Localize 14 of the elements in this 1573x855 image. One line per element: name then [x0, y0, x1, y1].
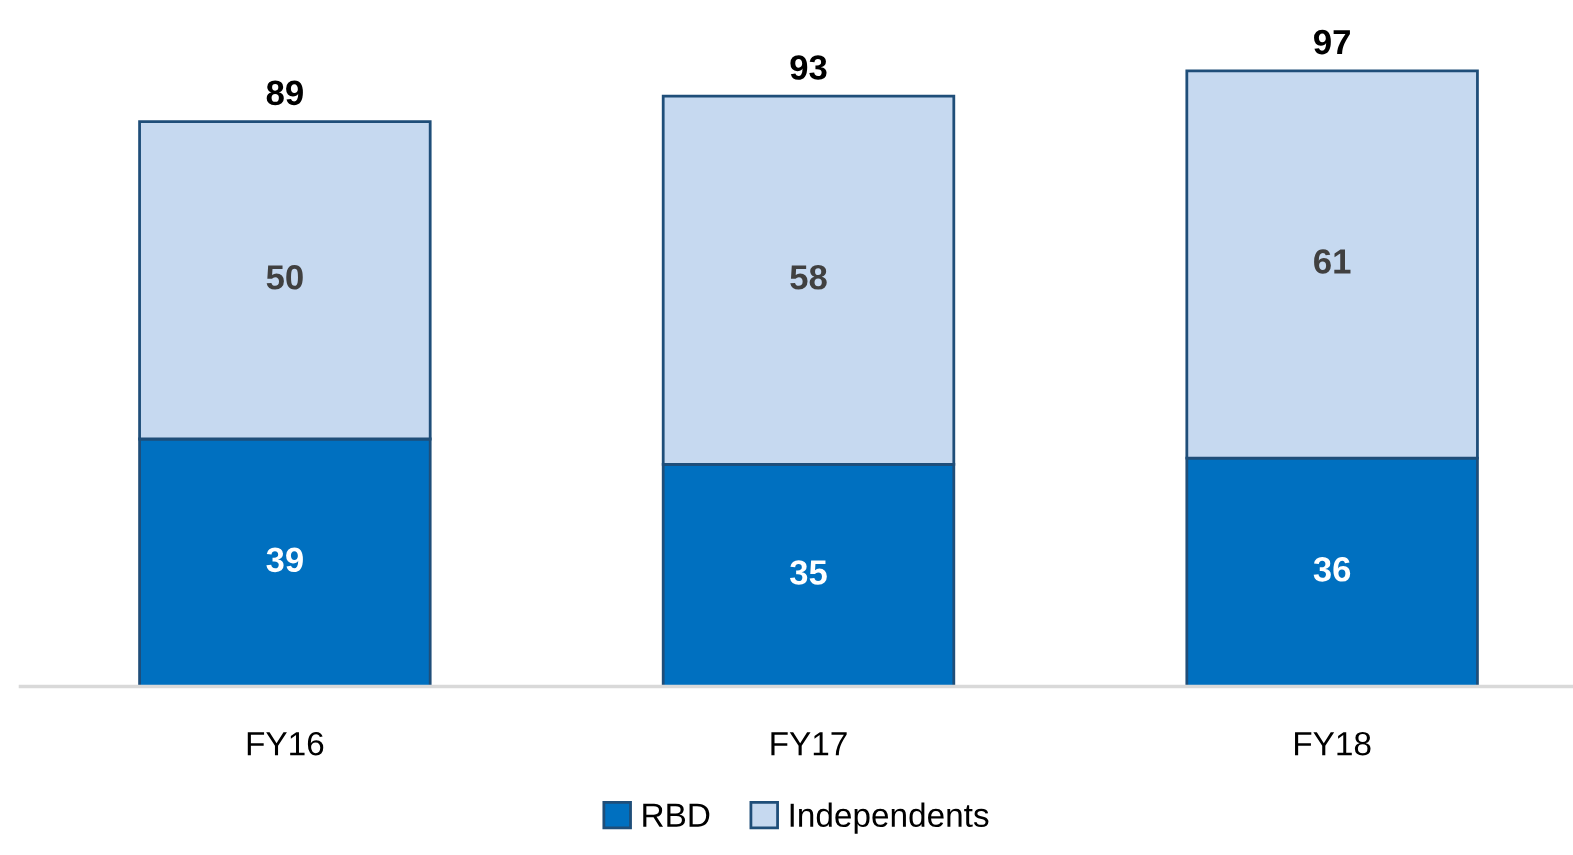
data-label: 35 [789, 560, 827, 585]
total-label: 93 [790, 55, 827, 80]
data-label: 39 [266, 547, 303, 573]
x-tick-label: FY17 [771, 732, 847, 756]
legend-label: RBD [643, 803, 710, 827]
x-tick-label: FY18 [1295, 731, 1371, 756]
x-tick-label: FY16 [247, 731, 324, 756]
data-label: 58 [790, 265, 827, 290]
total-label: 89 [266, 80, 303, 106]
data-label: 36 [1313, 557, 1351, 582]
total-label: 97 [1314, 29, 1350, 55]
legend-label: Independents [790, 802, 989, 834]
data-label: 50 [266, 265, 303, 290]
data-label: 61 [1314, 249, 1351, 274]
